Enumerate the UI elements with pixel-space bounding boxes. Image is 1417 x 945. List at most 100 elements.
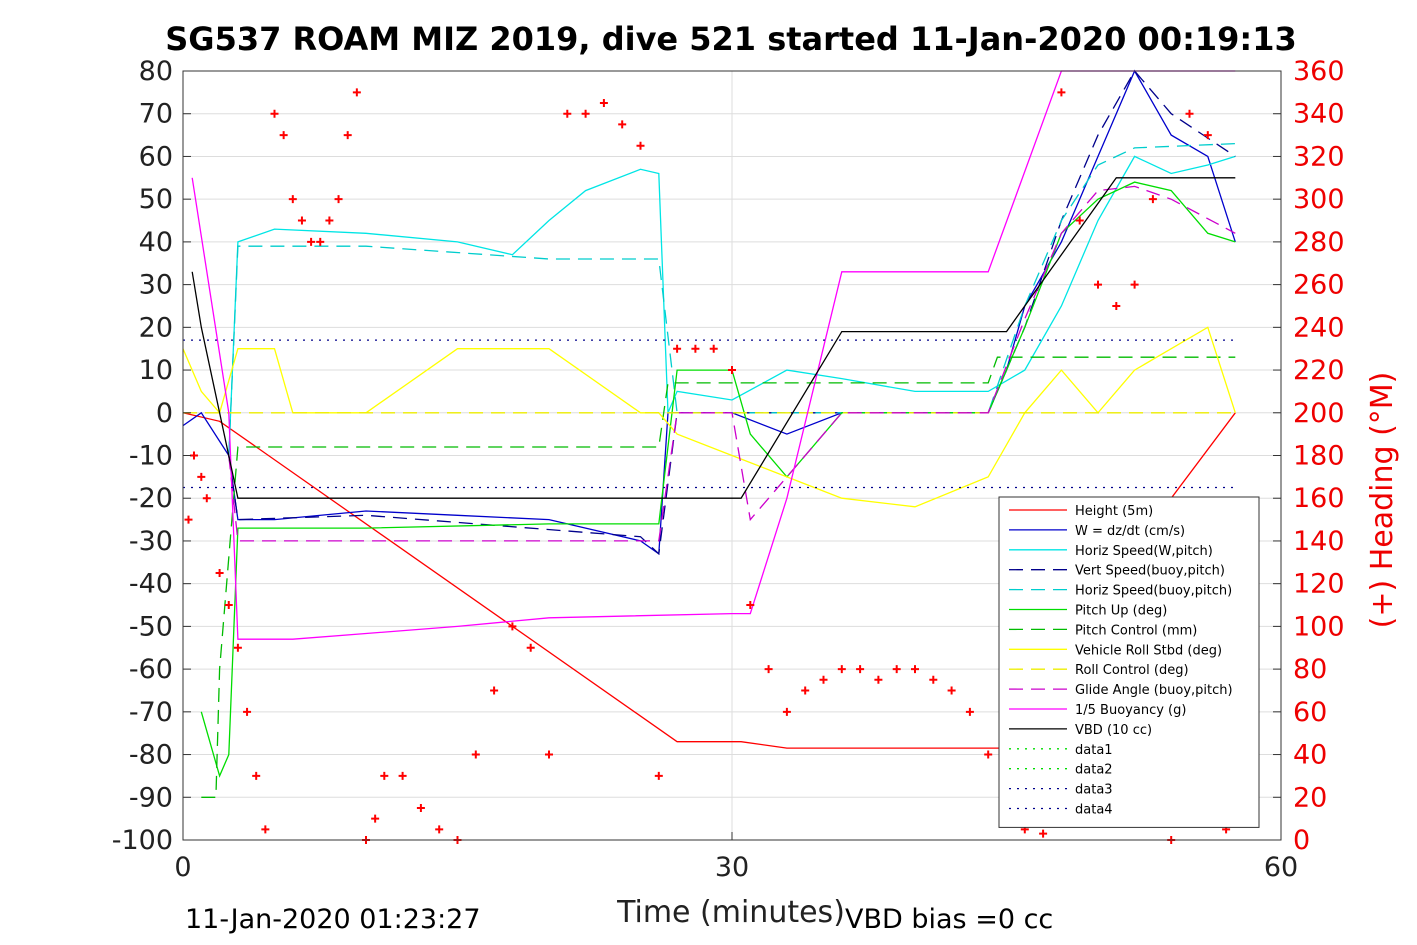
right-tick-label: 40 bbox=[1293, 740, 1327, 771]
heading-point bbox=[929, 675, 938, 684]
heading-point bbox=[965, 707, 974, 716]
heading-point bbox=[1148, 195, 1157, 204]
legend-entry: data4 bbox=[1075, 803, 1113, 818]
right-tick-label: 0 bbox=[1293, 825, 1310, 856]
heading-point bbox=[243, 707, 252, 716]
legend-entry: Horiz Speed(buoy,pitch) bbox=[1075, 584, 1232, 599]
x-tick-label: 30 bbox=[715, 852, 749, 883]
right-tick-label: 80 bbox=[1293, 654, 1327, 685]
heading-point bbox=[288, 195, 297, 204]
heading-point bbox=[654, 771, 663, 780]
left-tick-label: -70 bbox=[129, 697, 173, 728]
heading-point bbox=[618, 120, 627, 129]
right-tick-label: 340 bbox=[1293, 99, 1345, 130]
x-axis: 0 30 60 bbox=[174, 832, 1298, 883]
heading-point bbox=[1112, 301, 1121, 310]
heading-point bbox=[490, 686, 499, 695]
heading-point bbox=[1185, 109, 1194, 118]
left-tick-label: 10 bbox=[139, 355, 173, 386]
legend-entry: Vehicle Roll Stbd (deg) bbox=[1075, 643, 1222, 658]
heading-point bbox=[911, 665, 919, 674]
right-tick-label: 220 bbox=[1293, 355, 1345, 386]
heading-point bbox=[508, 622, 517, 631]
heading-point bbox=[398, 771, 407, 780]
heading-point bbox=[279, 131, 288, 140]
heading-point bbox=[636, 141, 645, 150]
heading-point bbox=[197, 472, 206, 481]
right-tick-label: 160 bbox=[1293, 483, 1345, 514]
heading-point bbox=[343, 131, 352, 140]
heading-point bbox=[233, 643, 242, 652]
legend-entry: Height (5m) bbox=[1075, 504, 1153, 519]
series-layer bbox=[182, 69, 1236, 798]
heading-point bbox=[892, 665, 901, 674]
heading-point bbox=[782, 707, 791, 716]
right-tick-label: 260 bbox=[1293, 270, 1345, 301]
right-tick-label: 60 bbox=[1293, 697, 1327, 728]
left-tick-label: -20 bbox=[129, 483, 173, 514]
left-tick-label: 0 bbox=[156, 398, 173, 429]
left-tick-label: -30 bbox=[129, 526, 173, 557]
heading-point bbox=[599, 99, 608, 108]
heading-point bbox=[252, 771, 261, 780]
heading-point bbox=[856, 665, 865, 674]
heading-point bbox=[189, 451, 198, 460]
heading-point bbox=[837, 665, 846, 674]
heading-point bbox=[728, 366, 736, 375]
heading-point bbox=[224, 601, 233, 610]
legend-entry: data1 bbox=[1075, 743, 1113, 758]
left-tick-label: -100 bbox=[112, 825, 173, 856]
right-tick-label: 140 bbox=[1293, 526, 1345, 557]
left-tick-label: -10 bbox=[129, 441, 173, 472]
legend-entry: Horiz Speed(W,pitch) bbox=[1075, 544, 1213, 559]
left-tick-label: 80 bbox=[139, 56, 173, 87]
left-tick-label: 40 bbox=[139, 227, 173, 258]
heading-point bbox=[471, 750, 480, 759]
legend-entry: VBD (10 cc) bbox=[1075, 723, 1152, 738]
series-line-10 bbox=[191, 70, 1236, 640]
heading-point bbox=[1075, 216, 1084, 225]
heading-point bbox=[709, 344, 718, 353]
right-tick-label: 300 bbox=[1293, 184, 1345, 215]
heading-point bbox=[764, 665, 773, 674]
series-line-7 bbox=[182, 326, 1236, 508]
right-tick-label: 180 bbox=[1293, 441, 1345, 472]
left-tick-label: -60 bbox=[129, 654, 173, 685]
footer-timestamp: 11-Jan-2020 01:23:27 bbox=[185, 904, 481, 935]
heading-point bbox=[316, 237, 325, 246]
heading-point bbox=[581, 109, 590, 118]
heading-point bbox=[819, 675, 828, 684]
heading-point bbox=[1057, 88, 1066, 97]
legend-entry: Vert Speed(buoy,pitch) bbox=[1075, 564, 1225, 579]
legend-box bbox=[998, 496, 1260, 828]
right-tick-label: 20 bbox=[1293, 782, 1327, 813]
left-tick-label: -40 bbox=[129, 569, 173, 600]
legend-entry: 1/5 Buoyancy (g) bbox=[1075, 703, 1186, 718]
heading-point bbox=[563, 109, 572, 118]
series-line-2 bbox=[228, 155, 1236, 456]
x-axis-label: Time (minutes) bbox=[616, 895, 845, 930]
heading-point bbox=[984, 750, 993, 759]
x-tick-label: 0 bbox=[174, 852, 191, 883]
series-line-11 bbox=[191, 177, 1236, 499]
heading-point bbox=[435, 825, 444, 834]
heading-point bbox=[297, 216, 306, 225]
heading-point bbox=[380, 771, 389, 780]
left-tick-label: 60 bbox=[139, 141, 173, 172]
right-y-axis-label: (+) Heading (°M) bbox=[1365, 372, 1400, 629]
chart-title: SG537 ROAM MIZ 2019, dive 521 started 11… bbox=[165, 20, 1296, 58]
heading-point bbox=[691, 344, 700, 353]
left-tick-label: 50 bbox=[139, 184, 173, 215]
heading-point bbox=[526, 643, 535, 652]
right-tick-label: 240 bbox=[1293, 312, 1345, 343]
right-tick-label: 280 bbox=[1293, 227, 1345, 258]
series-line-9 bbox=[228, 185, 1236, 542]
heading-point bbox=[1130, 280, 1139, 289]
legend: Height (5m) W = dz/dt (cm/s) Horiz Speed(W… bbox=[998, 496, 1260, 828]
heading-point bbox=[673, 344, 682, 353]
left-tick-label: -90 bbox=[129, 782, 173, 813]
legend-entry: Roll Control (deg) bbox=[1075, 663, 1189, 678]
heading-point bbox=[947, 686, 956, 695]
heading-point bbox=[1094, 280, 1102, 289]
